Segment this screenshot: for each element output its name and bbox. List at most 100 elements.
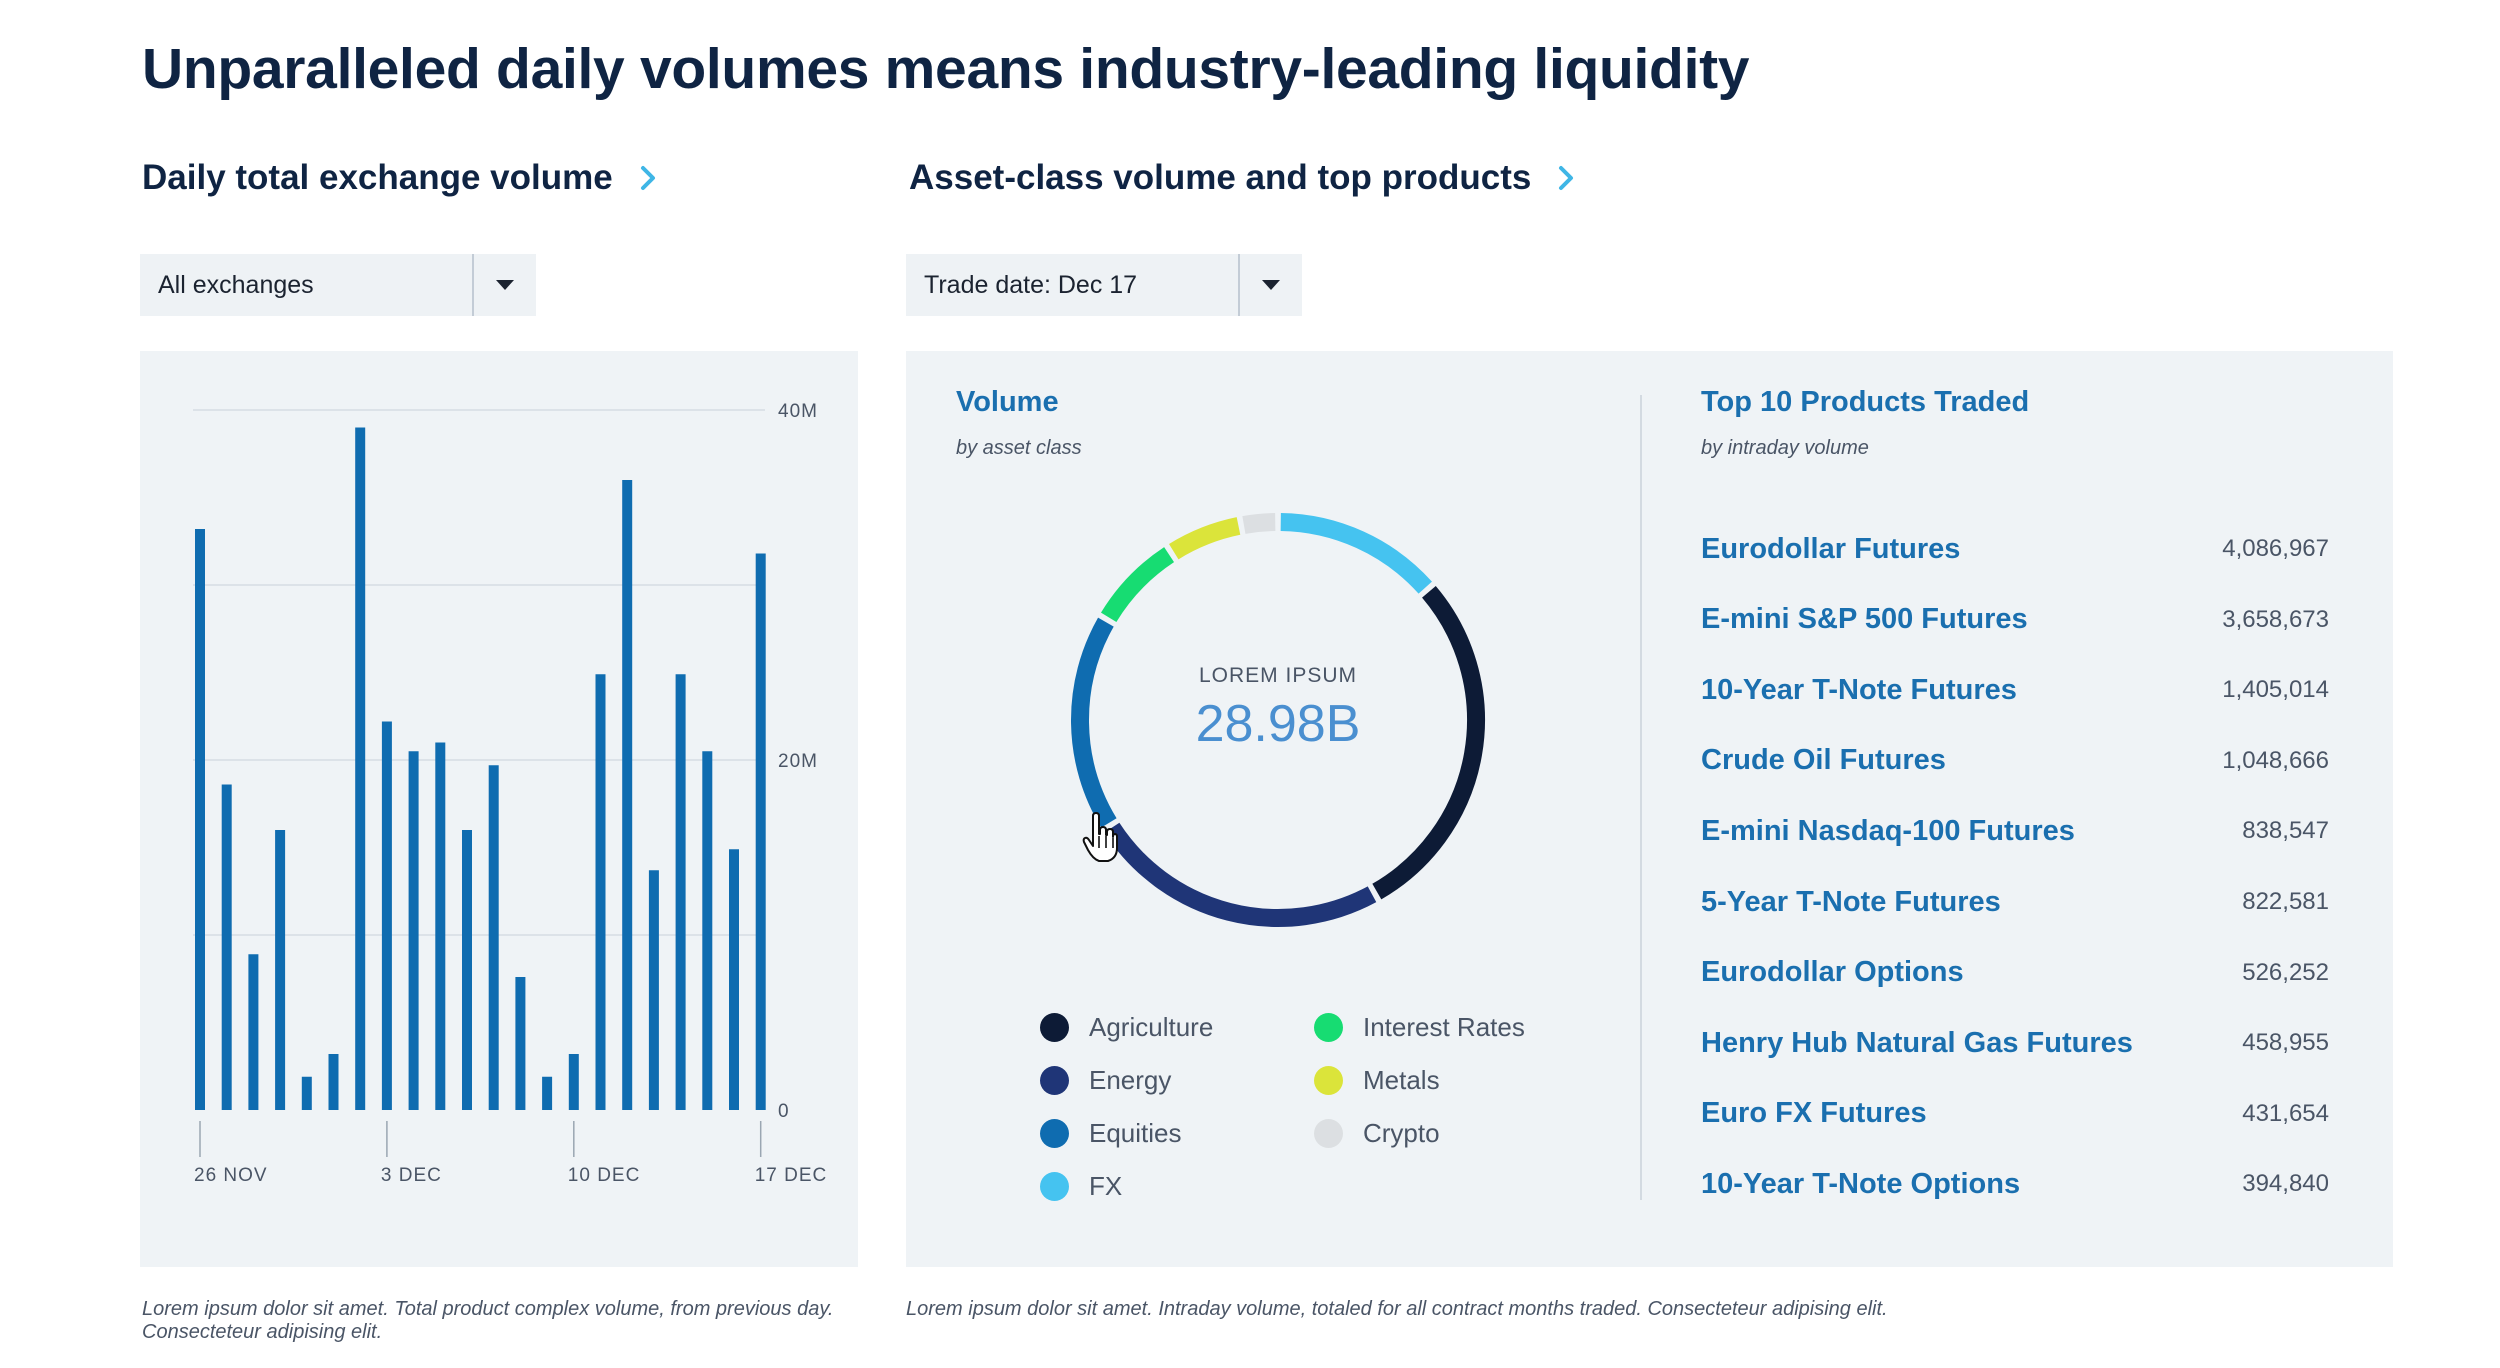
donut-slice-interest-rates[interactable] bbox=[1100, 547, 1175, 623]
volume-caption: by asset class bbox=[956, 437, 1082, 459]
volume-title: Volume bbox=[956, 386, 1059, 418]
legend-swatch bbox=[1314, 1013, 1343, 1042]
product-row[interactable]: 10-Year T-Note Options 394,840 bbox=[1701, 1164, 2329, 1204]
legend-label: Interest Rates bbox=[1363, 1012, 1525, 1042]
donut-slice-agriculture[interactable] bbox=[1372, 586, 1485, 900]
bar[interactable] bbox=[568, 1054, 579, 1110]
asset-class-footnote: Lorem ipsum dolor sit amet. Intraday vol… bbox=[906, 1298, 1888, 1320]
product-row[interactable]: Eurodollar Options 526,252 bbox=[1701, 953, 2329, 993]
product-volume: 3,658,673 bbox=[2222, 605, 2329, 633]
legend-item: FX bbox=[1040, 1171, 1122, 1202]
bar[interactable] bbox=[355, 427, 366, 1111]
product-name[interactable]: Crude Oil Futures bbox=[1701, 744, 1946, 777]
product-volume: 526,252 bbox=[2242, 958, 2329, 986]
product-row[interactable]: Henry Hub Natural Gas Futures 458,955 bbox=[1701, 1023, 2329, 1063]
legend-item: Interest Rates bbox=[1314, 1012, 1525, 1043]
x-tick-label: 26 NOV bbox=[194, 1165, 268, 1186]
product-name[interactable]: Henry Hub Natural Gas Futures bbox=[1701, 1026, 2133, 1059]
legend-label: Equities bbox=[1089, 1118, 1182, 1148]
caret-down-icon[interactable] bbox=[1240, 254, 1302, 316]
product-volume: 1,405,014 bbox=[2222, 676, 2329, 704]
bar[interactable] bbox=[702, 751, 713, 1110]
bar[interactable] bbox=[221, 784, 232, 1111]
donut-slice-equities[interactable] bbox=[1071, 617, 1117, 828]
product-row[interactable]: E-mini S&P 500 Futures 3,658,673 bbox=[1701, 600, 2329, 640]
product-name[interactable]: Euro FX Futures bbox=[1701, 1097, 1927, 1130]
donut-slice-metals[interactable] bbox=[1169, 517, 1241, 560]
bar[interactable] bbox=[435, 742, 446, 1111]
exchange-select[interactable]: All exchanges bbox=[140, 254, 536, 316]
product-volume: 838,547 bbox=[2242, 817, 2329, 845]
product-name[interactable]: E-mini S&P 500 Futures bbox=[1701, 603, 2028, 636]
product-row[interactable]: 10-Year T-Note Futures 1,405,014 bbox=[1701, 670, 2329, 710]
daily-volume-footnote: Lorem ipsum dolor sit amet. Total produc… bbox=[142, 1298, 882, 1344]
x-tick-label: 3 DEC bbox=[381, 1165, 442, 1186]
bar[interactable] bbox=[408, 751, 419, 1110]
donut-slice-energy[interactable] bbox=[1104, 822, 1377, 927]
donut-slice-crypto[interactable] bbox=[1242, 513, 1276, 534]
bar[interactable] bbox=[675, 674, 686, 1110]
bar[interactable] bbox=[275, 830, 286, 1110]
panel-divider bbox=[1640, 395, 1642, 1200]
bar[interactable] bbox=[622, 480, 633, 1110]
bar[interactable] bbox=[595, 674, 606, 1110]
dropdown-separator bbox=[1238, 254, 1240, 316]
chevron-right-icon bbox=[640, 166, 655, 190]
donut-slice-fx[interactable] bbox=[1280, 513, 1432, 594]
bar[interactable] bbox=[301, 1076, 312, 1110]
bar[interactable] bbox=[381, 721, 392, 1111]
bar[interactable] bbox=[248, 954, 259, 1110]
x-tick-label: 17 DEC bbox=[755, 1165, 828, 1186]
legend-item: Metals bbox=[1314, 1065, 1440, 1096]
product-row[interactable]: Euro FX Futures 431,654 bbox=[1701, 1094, 2329, 1134]
donut-center-label: LOREM IPSUM bbox=[1198, 664, 1358, 687]
bar[interactable] bbox=[488, 765, 499, 1110]
legend-label: Metals bbox=[1363, 1065, 1440, 1095]
bar[interactable] bbox=[328, 1054, 339, 1110]
x-tick-label: 10 DEC bbox=[568, 1165, 641, 1186]
product-volume: 458,955 bbox=[2242, 1029, 2329, 1057]
product-name[interactable]: E-mini Nasdaq-100 Futures bbox=[1701, 814, 2075, 847]
trade-date-select-value: Trade date: Dec 17 bbox=[924, 270, 1138, 299]
daily-volume-heading-link[interactable]: Daily total exchange volume bbox=[142, 158, 661, 198]
daily-volume-heading: Daily total exchange volume bbox=[142, 158, 613, 197]
bar[interactable] bbox=[755, 553, 766, 1111]
caret-down-icon[interactable] bbox=[474, 254, 536, 316]
legend-swatch bbox=[1040, 1172, 1069, 1201]
product-volume: 822,581 bbox=[2242, 888, 2329, 915]
top-products-title: Top 10 Products Traded bbox=[1701, 386, 2030, 418]
daily-volume-panel: 0 20M 40M 26 NOV 3 DEC 10 DEC 17 DEC bbox=[140, 351, 858, 1267]
donut-center-value: 28.98B bbox=[1195, 695, 1361, 753]
legend-item: Energy bbox=[1040, 1065, 1171, 1096]
product-name[interactable]: 10-Year T-Note Futures bbox=[1701, 673, 2017, 706]
bar[interactable] bbox=[542, 1076, 553, 1110]
bar[interactable] bbox=[195, 529, 205, 1110]
legend-swatch bbox=[1314, 1066, 1343, 1095]
trade-date-select[interactable]: Trade date: Dec 17 bbox=[906, 254, 1302, 316]
product-name[interactable]: Eurodollar Options bbox=[1701, 956, 1964, 989]
bar[interactable] bbox=[462, 830, 472, 1110]
product-row[interactable]: Eurodollar Futures 4,086,967 bbox=[1701, 529, 2329, 569]
bar[interactable] bbox=[729, 849, 739, 1110]
product-name[interactable]: 10-Year T-Note Options bbox=[1701, 1167, 2021, 1200]
product-name[interactable]: Eurodollar Futures bbox=[1701, 532, 1961, 565]
legend-item: Equities bbox=[1040, 1118, 1182, 1149]
y-tick-label: 0 bbox=[778, 1101, 790, 1122]
product-volume: 1,048,666 bbox=[2222, 746, 2329, 774]
product-name[interactable]: 5-Year T-Note Futures bbox=[1701, 885, 2001, 918]
product-row[interactable]: Crude Oil Futures 1,048,666 bbox=[1701, 741, 2329, 781]
product-volume: 4,086,967 bbox=[2222, 535, 2329, 562]
daily-volume-footnote-line2: Consecteteur adipising elit. bbox=[142, 1321, 383, 1343]
y-tick-label: 40M bbox=[778, 401, 818, 422]
product-volume: 431,654 bbox=[2242, 1099, 2329, 1127]
asset-class-heading-link[interactable]: Asset-class volume and top products bbox=[909, 158, 1579, 198]
dropdown-separator bbox=[472, 254, 474, 316]
y-tick-label: 20M bbox=[778, 751, 818, 772]
bar[interactable] bbox=[515, 977, 526, 1110]
product-row[interactable]: E-mini Nasdaq-100 Futures 838,547 bbox=[1701, 811, 2329, 851]
top-products-caption: by intraday volume bbox=[1701, 437, 1869, 459]
product-row[interactable]: 5-Year T-Note Futures 822,581 bbox=[1701, 882, 2329, 922]
daily-volume-bar-chart: 0 20M 40M 26 NOV 3 DEC 10 DEC 17 DEC bbox=[193, 401, 828, 1186]
bar[interactable] bbox=[648, 870, 659, 1110]
legend-label: Crypto bbox=[1363, 1118, 1440, 1148]
